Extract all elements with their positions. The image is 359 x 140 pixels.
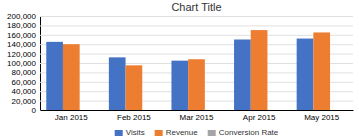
y-tick-label: 100,000	[7, 59, 36, 68]
legend-swatch	[208, 130, 216, 136]
title: Chart Title	[171, 1, 221, 13]
bar	[313, 32, 330, 110]
y-tick: 160,000	[7, 31, 353, 40]
chart: 020,00040,00060,00080,000100,000120,0001…	[0, 0, 359, 140]
bar-series	[46, 39, 313, 110]
bar	[171, 61, 188, 110]
y-tick-label: 180,000	[7, 21, 36, 30]
legend-swatch	[115, 130, 123, 136]
legend-label: Visits	[126, 128, 145, 137]
bar	[109, 57, 126, 110]
grid-line	[40, 110, 353, 111]
x-axis-line	[41, 110, 354, 111]
y-tick-label: 160,000	[7, 31, 36, 40]
bar	[234, 40, 251, 111]
legend-item: Conversion Rate	[208, 128, 279, 137]
legend-label: Revenue	[166, 128, 199, 137]
x-tick-label: Feb 2015	[117, 113, 151, 122]
bar	[126, 65, 143, 110]
grid-line	[40, 25, 353, 26]
bar	[188, 59, 205, 110]
bar-series	[63, 30, 330, 110]
y-tick-label: 60,000	[12, 78, 37, 87]
x-tick-label: May 2015	[304, 113, 340, 122]
bar	[330, 110, 347, 111]
x-tick-label: Apr 2015	[243, 113, 276, 122]
x-tick: Feb 2015	[117, 113, 151, 122]
legend-item: Visits	[115, 128, 145, 137]
y-tick-label: 200,000	[7, 12, 36, 21]
bar	[63, 44, 80, 110]
legend-swatch	[155, 130, 163, 136]
y-axis: 020,00040,00060,00080,000100,000120,0001…	[7, 12, 353, 115]
legend: Visits Revenue Conversion Rate	[115, 128, 279, 137]
y-tick-label: 140,000	[7, 40, 36, 49]
y-tick: 180,000	[7, 21, 353, 30]
grid-line	[40, 16, 353, 17]
grid-line	[40, 35, 353, 36]
bar	[205, 110, 222, 111]
x-tick: Mar 2015	[180, 113, 214, 122]
bar	[251, 30, 268, 110]
legend-label: Conversion Rate	[219, 128, 279, 137]
bar	[80, 110, 97, 111]
bar	[267, 110, 284, 111]
y-tick-label: 120,000	[7, 50, 36, 59]
y-tick-label: 40,000	[12, 87, 37, 96]
y-tick-label: 0	[32, 106, 37, 115]
y-tick: 200,000	[7, 12, 353, 21]
x-tick: May 2015	[304, 113, 340, 122]
y-tick-label: 80,000	[12, 68, 37, 77]
x-tick: Apr 2015	[243, 113, 276, 122]
y-tick-label: 20,000	[12, 97, 37, 106]
x-tick: Jan 2015	[55, 113, 88, 122]
bar	[46, 42, 63, 110]
x-axis: Jan 2015 Feb 2015 Mar 2015 Apr 2015 May 2015	[41, 111, 354, 122]
bars	[46, 30, 330, 110]
bar	[297, 39, 314, 110]
x-tick-label: Mar 2015	[180, 113, 214, 122]
legend-item: Revenue	[155, 128, 199, 137]
plot-area: 020,00040,00060,00080,000100,000120,0001…	[7, 12, 353, 122]
x-tick-label: Jan 2015	[55, 113, 88, 122]
bar	[142, 110, 159, 111]
